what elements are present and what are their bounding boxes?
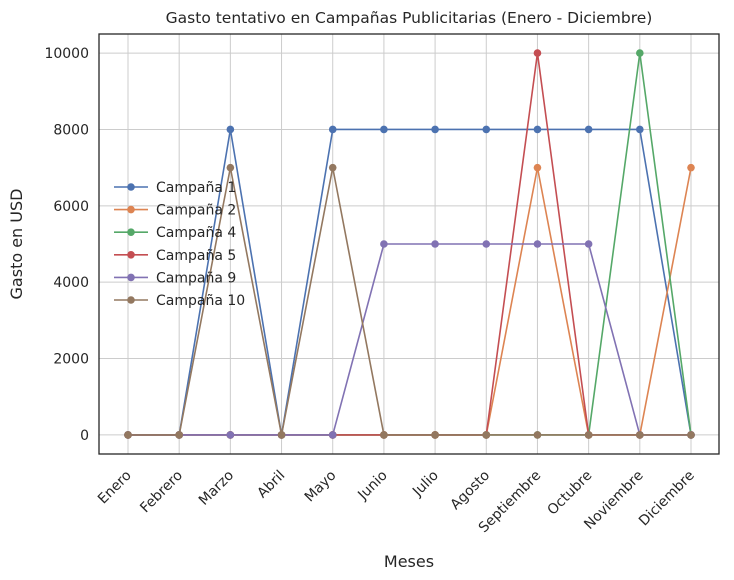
- data-point: [226, 163, 235, 172]
- data-point: [636, 431, 644, 439]
- legend-marker: [127, 251, 135, 259]
- x-tick-label: Junio: [354, 468, 390, 504]
- x-tick-label: Marzo: [196, 468, 237, 509]
- chart-title: Gasto tentativo en Campañas Publicitaria…: [166, 9, 653, 27]
- series-line: [124, 163, 695, 439]
- x-tick-label: Diciembre: [636, 468, 698, 530]
- x-tick-label: Mayo: [302, 468, 340, 506]
- legend-marker: [127, 205, 135, 214]
- data-point: [431, 431, 439, 439]
- legend: Campaña 1 Campaña 2 Campaña 4 Campaña 5 Camp…: [114, 180, 245, 309]
- data-point: [482, 240, 491, 248]
- data-point: [431, 240, 439, 248]
- data-point: [175, 431, 183, 439]
- series-layer: [124, 49, 695, 439]
- data-point: [533, 431, 542, 439]
- legend-label: Campaña 2: [156, 203, 236, 219]
- data-point: [226, 431, 235, 439]
- plot-area-frame: [98, 33, 720, 455]
- legend-label: Campaña 4: [156, 225, 236, 241]
- series-path: [128, 166, 691, 436]
- legend-marker: [127, 183, 135, 191]
- x-tick-label: Enero: [95, 468, 135, 508]
- data-point: [533, 240, 542, 248]
- series-path: [128, 243, 691, 436]
- y-tick-label: 10000: [44, 46, 89, 62]
- data-point: [277, 431, 286, 439]
- data-point: [482, 431, 491, 439]
- data-point: [533, 125, 542, 134]
- data-point: [584, 431, 593, 439]
- x-tick-label: Julio: [409, 468, 442, 501]
- legend-item: Campaña 5: [114, 248, 236, 264]
- legend-label: Campaña 10: [156, 293, 245, 309]
- data-point: [431, 125, 439, 134]
- x-axis-ticks: Enero Febrero Marzo Abril Mayo Junio Julio Agos…: [95, 468, 698, 537]
- x-tick-label: Febrero: [137, 468, 186, 517]
- legend-label: Campaña 5: [156, 248, 236, 264]
- data-point: [533, 163, 542, 172]
- data-point: [687, 431, 695, 439]
- legend-marker: [127, 273, 135, 282]
- y-tick-label: 0: [80, 428, 89, 444]
- data-point: [482, 125, 491, 134]
- legend-item: Campaña 2: [114, 203, 236, 219]
- x-tick-label: Abril: [254, 468, 288, 502]
- legend-item: Campaña 10: [114, 293, 245, 309]
- legend-item: Campaña 1: [114, 180, 236, 196]
- data-point: [687, 163, 695, 172]
- data-point: [533, 49, 542, 57]
- y-tick-label: 2000: [53, 352, 89, 368]
- data-point: [380, 125, 388, 134]
- legend-label: Campaña 9: [156, 270, 236, 286]
- y-tick-label: 8000: [53, 122, 89, 138]
- y-tick-label: 6000: [53, 199, 89, 215]
- y-axis-title: Gasto en USD: [7, 189, 26, 300]
- data-point: [226, 125, 235, 134]
- data-point: [328, 163, 337, 172]
- data-point: [584, 240, 593, 248]
- x-tick-label: Octubre: [545, 468, 596, 519]
- x-tick-label: Agosto: [448, 468, 494, 514]
- series-path: [128, 128, 692, 436]
- data-point: [328, 431, 337, 439]
- y-axis-ticks: 0 2000 4000 6000 8000 10000: [44, 46, 89, 444]
- y-tick-label: 4000: [53, 275, 89, 291]
- data-point: [380, 240, 388, 248]
- data-point: [636, 125, 644, 134]
- legend-marker: [127, 296, 135, 304]
- legend-item: Campaña 4: [114, 225, 236, 241]
- data-point: [328, 125, 337, 134]
- data-point: [380, 431, 388, 439]
- data-point: [584, 125, 593, 134]
- legend-label: Campaña 1: [156, 180, 236, 196]
- legend-marker: [127, 228, 135, 236]
- data-point: [636, 49, 644, 57]
- data-point: [124, 431, 132, 439]
- legend-item: Campaña 9: [114, 270, 236, 286]
- x-axis-title: Meses: [384, 552, 434, 571]
